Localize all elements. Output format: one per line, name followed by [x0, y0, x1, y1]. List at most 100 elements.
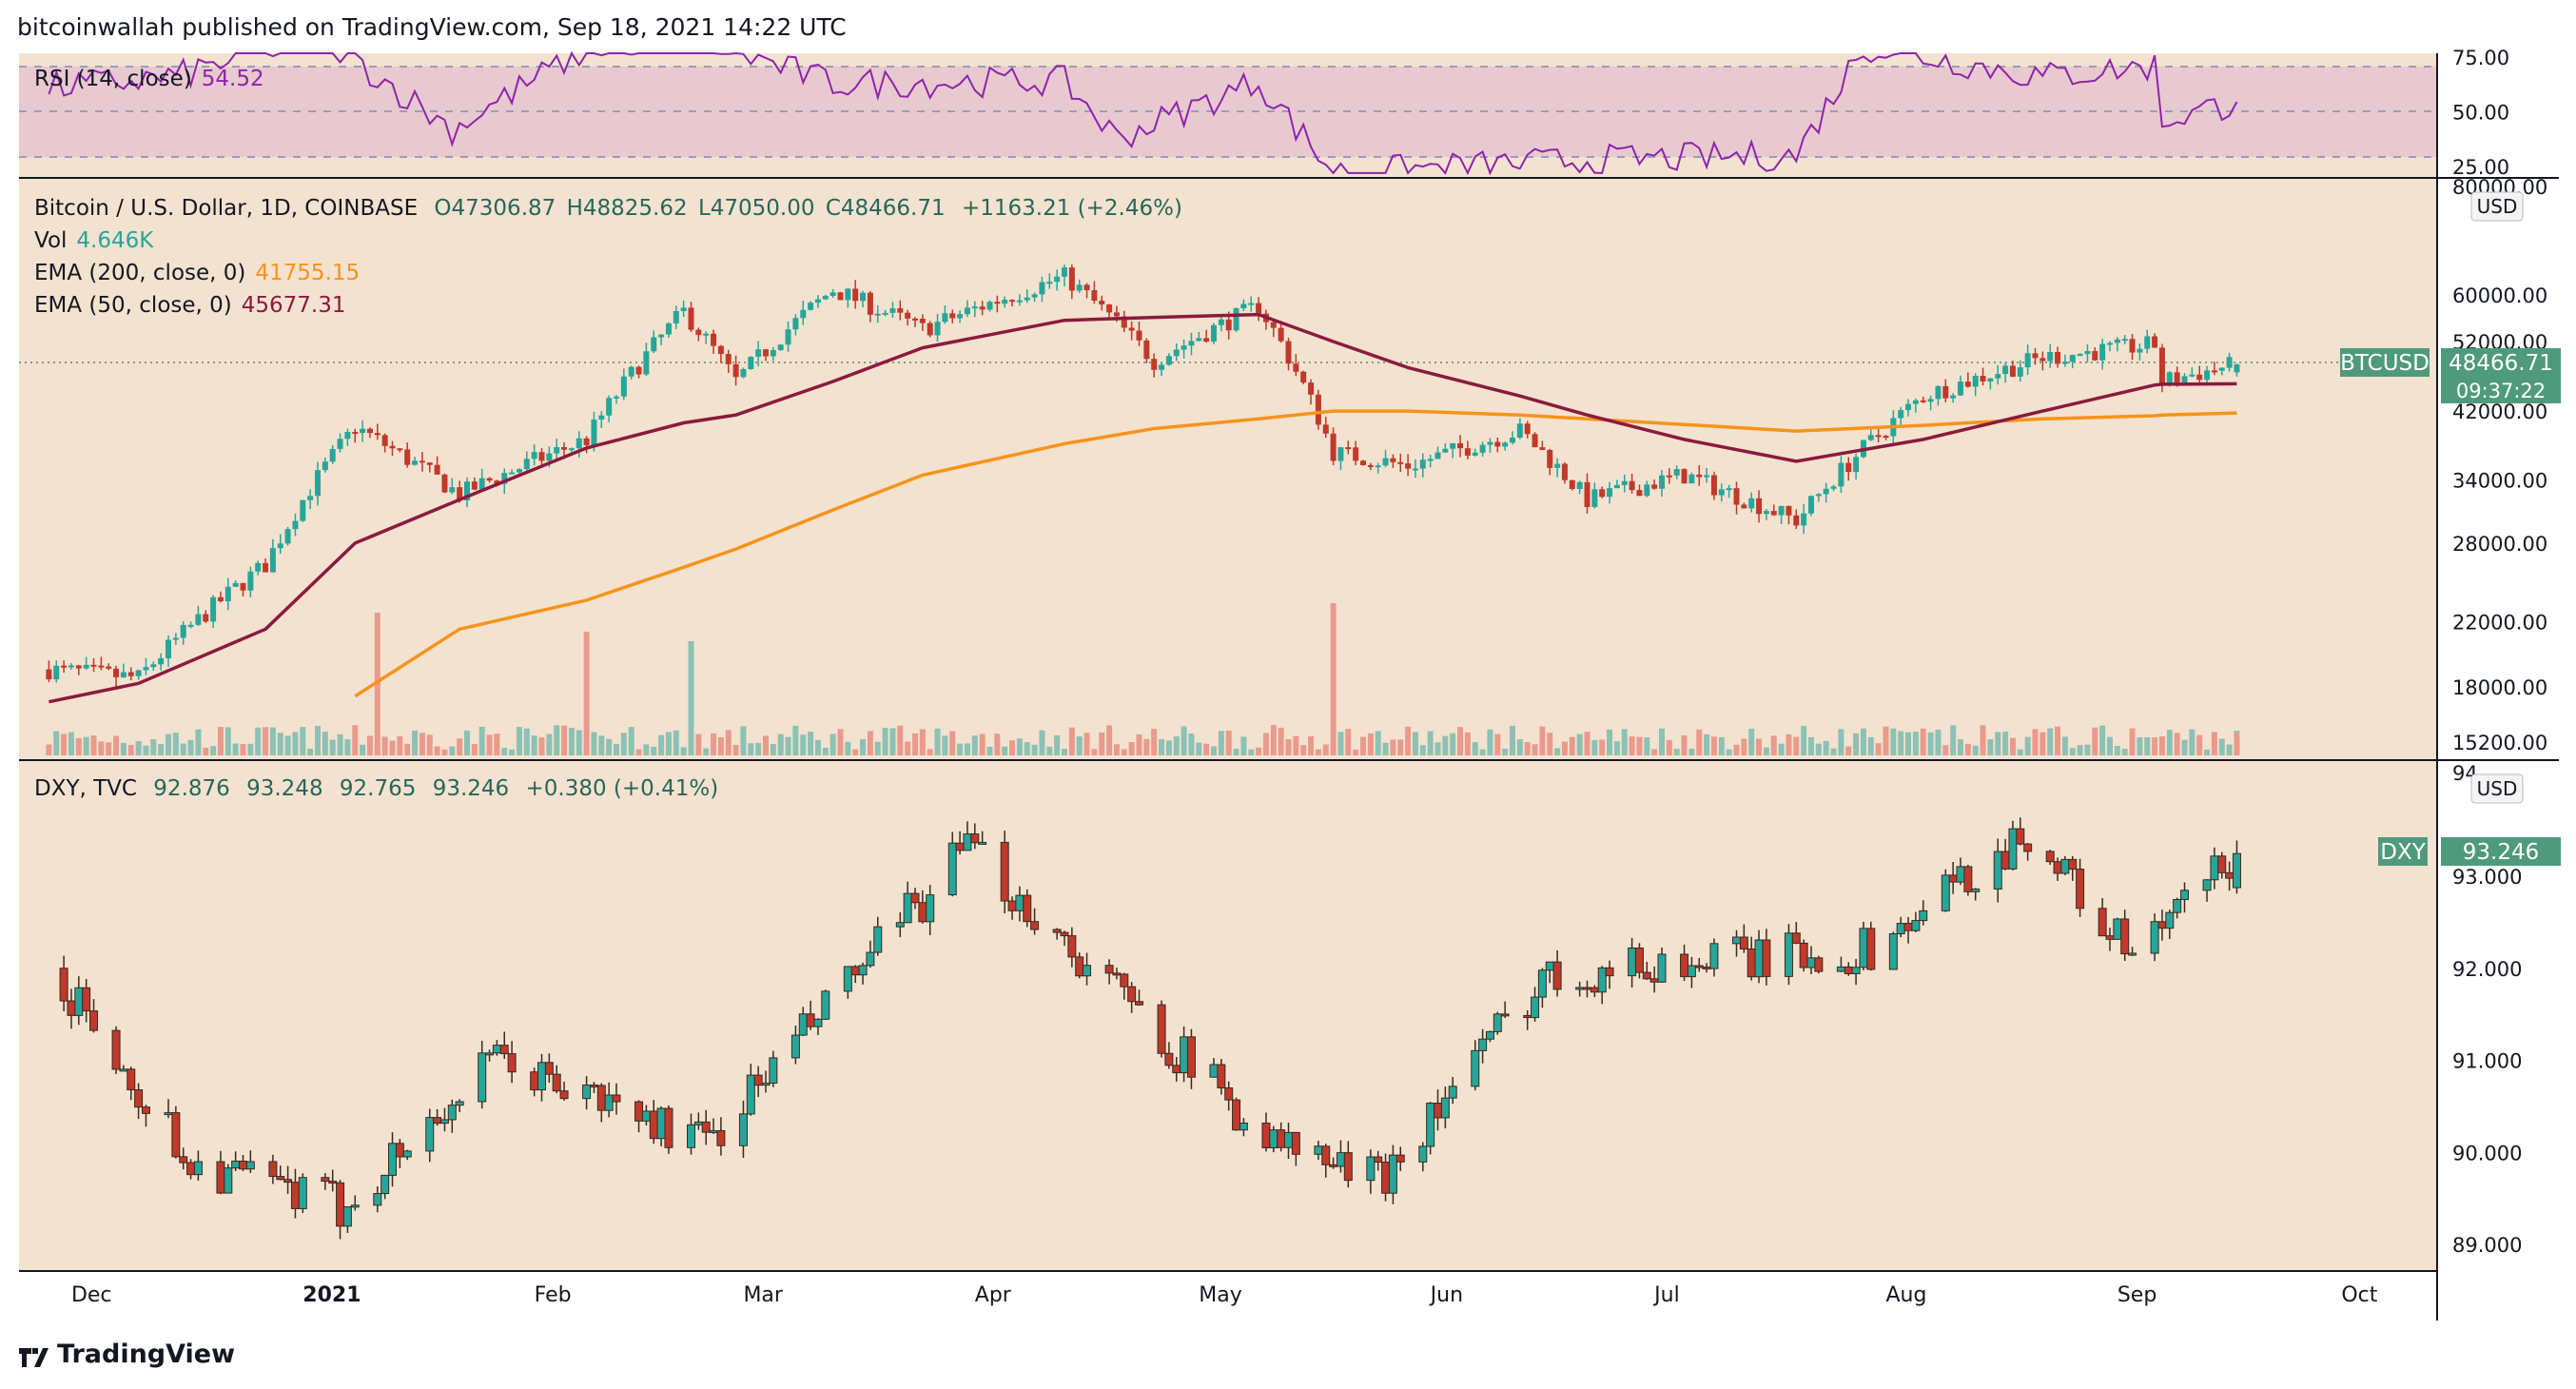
volume-bar: [606, 738, 613, 755]
dxy-candle-body: [402, 1150, 412, 1158]
btc-candle-body: [1136, 330, 1142, 341]
dxy-candle-body: [1015, 894, 1025, 911]
btc-tick-label: 60000.00: [2452, 284, 2547, 307]
btc-candle-body: [217, 597, 224, 601]
btc-candle-body: [1039, 282, 1045, 295]
btc-candle-body: [381, 435, 388, 446]
dxy-candle-body: [141, 1106, 150, 1114]
volume-bar: [1696, 729, 1703, 755]
dxy-candle-body: [478, 1052, 487, 1103]
btc-candle-body: [1009, 300, 1016, 303]
btc-candle-body: [1547, 449, 1553, 468]
btc-candle-body: [1151, 359, 1158, 370]
btc-candle-body: [457, 487, 463, 501]
volume-bar: [2092, 727, 2098, 755]
btc-currency-badge[interactable]: [2470, 191, 2524, 222]
dxy-candle-body: [89, 1010, 98, 1031]
btc-candle-body: [441, 474, 448, 493]
btc-candle-body: [1225, 319, 1232, 331]
volume-bar: [1958, 739, 1963, 755]
volume-bar: [68, 732, 74, 755]
volume-bar: [1845, 746, 1852, 755]
volume-bar: [494, 734, 500, 755]
rsi-value: 54.52: [201, 67, 264, 91]
dxy-candle-body: [2173, 898, 2182, 913]
volume-bar: [300, 727, 306, 755]
volume-bar: [158, 743, 165, 755]
btc-candle-body: [143, 667, 149, 671]
time-axis-label: Feb: [535, 1283, 572, 1307]
btc-candle-body: [322, 461, 328, 471]
btc-candle-body: [83, 664, 89, 669]
volume-bar: [949, 731, 956, 755]
volume-bar: [1285, 739, 1292, 755]
volume-bar: [1188, 734, 1195, 755]
dxy-candle-body: [2232, 852, 2241, 889]
dxy-candle-body: [1291, 1131, 1300, 1155]
volume-bar: [1345, 729, 1352, 755]
btc-candle-body: [1636, 490, 1643, 497]
btc-candle-body: [1718, 489, 1725, 496]
btc-candle-body: [2152, 336, 2158, 348]
dxy-price-badge-text: 93.246: [2463, 840, 2539, 865]
btc-candle-body: [1688, 474, 1695, 484]
btc-candle-body: [1031, 294, 1038, 298]
btc-candle-body: [2226, 357, 2233, 368]
dxy-candle-body: [1112, 972, 1122, 976]
dxy-candle-body: [111, 1029, 121, 1070]
volume-bar: [404, 743, 411, 755]
volume-bar: [1248, 749, 1255, 755]
volume-bar: [695, 734, 702, 755]
dxy-candle-body: [1836, 966, 1845, 972]
btc-candle-body: [2084, 351, 2091, 355]
volume-bar: [2189, 729, 2195, 755]
btc-candle-body: [1704, 475, 1710, 478]
volume-bar: [1479, 749, 1486, 755]
volume-bar: [1113, 744, 1120, 755]
vol-label: Vol: [34, 228, 68, 253]
volume-bar: [635, 749, 642, 755]
volume-bar: [845, 741, 851, 755]
volume-bar: [1718, 736, 1725, 755]
dxy-candle-body: [1702, 966, 1711, 969]
volume-bar: [755, 742, 762, 755]
tradingview-brand[interactable]: TradingView: [19, 1340, 235, 1369]
volume-bar: [651, 746, 657, 755]
volume-bar: [680, 747, 687, 755]
dxy-candle-body: [716, 1129, 726, 1146]
dxy-candle-body: [164, 1112, 173, 1116]
dxy-candle-body: [1426, 1103, 1435, 1147]
btc-candle-body: [2047, 352, 2054, 362]
dxy-currency-badge[interactable]: [2470, 773, 2524, 804]
dxy-candle-body: [2016, 828, 2025, 845]
volume-bar: [2181, 739, 2188, 755]
btc-tick-label: 42000.00: [2452, 401, 2547, 423]
dxy-candle-body: [298, 1177, 307, 1209]
btc-candle-body: [1248, 303, 1255, 305]
btc-candle-body: [1143, 340, 1150, 360]
ema50-line: [49, 312, 2237, 704]
dxy-candle-body: [544, 1062, 554, 1075]
btc-candle-body: [1741, 504, 1747, 509]
btc-candle-body: [1972, 376, 1979, 387]
volume-bar: [882, 728, 888, 755]
btc-candle-body: [2002, 365, 2009, 375]
volume-bar: [732, 745, 739, 755]
volume-bar: [426, 734, 433, 755]
dxy-candle-body: [1732, 936, 1741, 945]
btc-candle-body: [1121, 316, 1127, 328]
btc-candle-body: [494, 480, 500, 484]
volume-bar: [2226, 744, 2233, 755]
btc-candle-body: [2039, 358, 2046, 362]
dxy-candle-body: [1687, 965, 1696, 978]
volume-bar: [1823, 740, 1829, 755]
btc-candle-body: [1181, 345, 1187, 350]
volume-bar: [509, 749, 516, 755]
dxy-candle-body: [858, 965, 868, 976]
dxy-candle-body: [321, 1177, 330, 1183]
volume-bar: [1569, 736, 1575, 755]
dxy-candle-body: [1642, 971, 1651, 980]
volume-bar: [1644, 737, 1650, 755]
dxy-candle-body: [1329, 1164, 1338, 1167]
